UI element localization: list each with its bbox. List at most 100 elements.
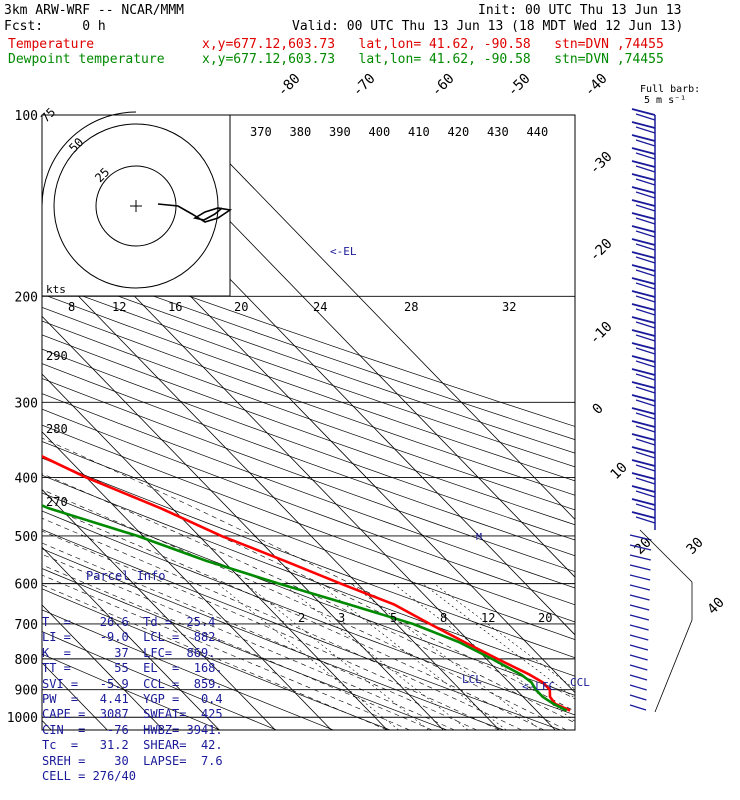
wind-barb (631, 498, 656, 506)
wind-barb (631, 225, 656, 233)
wind-barb (631, 407, 656, 415)
wind-barb (635, 438, 656, 446)
wind-barb (635, 360, 656, 368)
isotherm-label: -80 (275, 71, 304, 100)
model-title: 3km ARW-WRF -- NCAR/MMM (4, 3, 185, 18)
moist-adiabat (42, 517, 522, 730)
wind-barb (631, 303, 656, 311)
parcel-info-row: TT = 55 EL = 168. (42, 661, 223, 676)
dewpoint-trace (42, 504, 568, 712)
hodograph-ring (41, 111, 137, 207)
wind-barb (635, 243, 656, 251)
wind-barb (631, 134, 656, 142)
barb-bracket (639, 529, 693, 583)
wind-barb (631, 485, 656, 493)
wind-barb (631, 277, 656, 285)
dry-adiabat (42, 548, 504, 730)
dry-adiabat (42, 424, 575, 623)
mixing-ratio-label: 16 (168, 300, 182, 314)
wind-barb (635, 230, 656, 238)
parcel-info-row: SREH = 30 LAPSE= 7.6 (42, 753, 223, 768)
mixing-ratio-line (434, 583, 575, 690)
wind-barb (629, 604, 650, 611)
dry-adiabat (42, 306, 575, 496)
wind-barb (635, 347, 656, 355)
dry-adiabat (42, 293, 575, 482)
wind-barb (629, 624, 649, 631)
wind-barb (629, 574, 651, 581)
parcel-info-row: T = 26.6 Td = 25.4 (42, 615, 216, 630)
mixing-ratio-label: 12 (112, 300, 126, 314)
moist-adiabat (42, 542, 478, 730)
pressure-tick-label: 300 (15, 396, 38, 411)
dry-adiabat (42, 631, 277, 730)
isotherm-label: -70 (350, 71, 379, 100)
dry-adiabat (42, 441, 575, 640)
theta-label: 410 (408, 125, 430, 139)
dry-adiabat (42, 588, 391, 730)
pressure-tick-label: 100 (15, 109, 38, 124)
wind-barb (629, 554, 651, 561)
dry-adiabat (42, 255, 575, 441)
wind-barb (629, 684, 647, 691)
mixing-ratio-line (245, 583, 429, 730)
theta-label: 390 (329, 125, 351, 139)
wind-barb (635, 113, 656, 121)
dry-adiabat (42, 348, 575, 541)
dry-adiabat (42, 529, 561, 730)
parcel-info-row: SVI = -5.9 CCL = 859. (42, 676, 223, 691)
level-marker-el: <-EL (330, 245, 357, 258)
wind-barb (631, 212, 656, 220)
theta-label: 280 (46, 422, 68, 436)
wind-barb (635, 516, 656, 524)
mixing-ratio-line (393, 583, 575, 722)
wind-barb (635, 425, 656, 433)
pressure-tick-label: 800 (15, 653, 38, 668)
level-marker-m: M (476, 532, 482, 543)
hodograph-ring (53, 123, 219, 289)
valid-time: Valid: 00 UTC Thu 13 Jun 13 (18 MDT Wed … (292, 19, 684, 34)
dry-adiabat (42, 510, 575, 716)
wind-barb (631, 173, 656, 181)
temperature-legend: Temperature (8, 37, 95, 52)
parcel-info-title: Parcel Info (86, 568, 166, 583)
dry-adiabat (42, 474, 575, 677)
moist-adiabat (42, 530, 500, 730)
wind-barb (629, 594, 650, 601)
wind-barb (631, 433, 656, 441)
wind-barb (631, 368, 656, 376)
dry-adiabat (42, 280, 575, 468)
isotherm-label: -50 (505, 71, 534, 100)
wind-barb (629, 584, 650, 591)
moist-adiabat (42, 504, 545, 730)
wind-barb (631, 290, 656, 298)
parcel-info-row: PW = 4.41 YGP = 0.4 (42, 692, 223, 707)
mixing-ratio-label: 8 (68, 300, 75, 314)
wind-barb (635, 334, 656, 342)
wind-barb (629, 654, 648, 661)
pressure-tick-label: 700 (15, 618, 38, 633)
wind-barb (635, 373, 656, 381)
wind-barb (631, 316, 656, 324)
wind-barb (635, 321, 656, 329)
mixing-ratio-label: 28 (404, 300, 418, 314)
wind-barb (631, 381, 656, 389)
wind-barb (631, 511, 656, 519)
wind-legend-title: Full barb: (640, 84, 700, 95)
forecast-hour: Fcst: 0 h (4, 19, 106, 34)
dry-adiabat (42, 609, 334, 730)
wind-barb (629, 634, 649, 641)
temperature-station-info: x,y=677.12,603.73 lat,lon= 41.62, -90.58… (202, 37, 664, 52)
isotherm-line (42, 488, 276, 730)
mixing-ratio-label: 8 (440, 611, 447, 625)
dry-adiabat (42, 568, 448, 730)
dry-adiabat (42, 653, 220, 730)
isotherm-line (42, 431, 332, 730)
isotherm-label: -40 (582, 71, 611, 100)
wind-barb (631, 121, 656, 129)
wind-barb (629, 544, 652, 551)
dry-adiabat (42, 334, 575, 526)
wind-barb (631, 355, 656, 363)
wind-barb (631, 264, 656, 272)
